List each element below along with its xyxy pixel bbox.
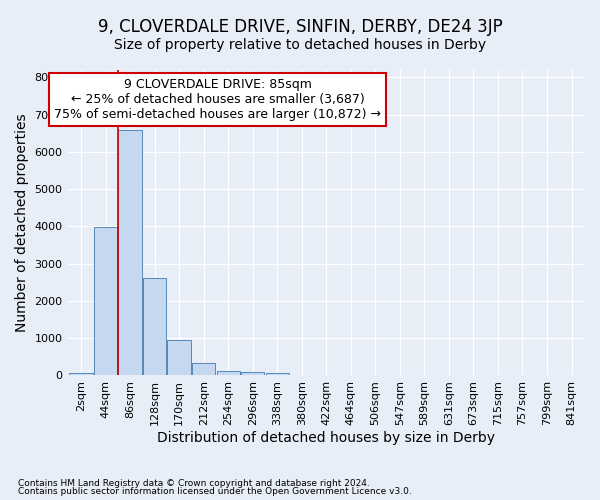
Bar (143, 278, 166, 376)
Text: 9, CLOVERDALE DRIVE, SINFIN, DERBY, DE24 3JP: 9, CLOVERDALE DRIVE, SINFIN, DERBY, DE24… (98, 18, 502, 36)
Text: Contains HM Land Registry data © Crown copyright and database right 2024.: Contains HM Land Registry data © Crown c… (18, 478, 370, 488)
Bar (192, 364, 215, 376)
Y-axis label: Number of detached properties: Number of detached properties (15, 114, 29, 332)
Bar (118, 130, 142, 376)
Text: 9 CLOVERDALE DRIVE: 85sqm
← 25% of detached houses are smaller (3,687)
75% of se: 9 CLOVERDALE DRIVE: 85sqm ← 25% of detac… (54, 78, 381, 120)
Bar (167, 340, 191, 376)
Bar (217, 370, 240, 376)
X-axis label: Distribution of detached houses by size in Derby: Distribution of detached houses by size … (157, 431, 495, 445)
Bar (70, 374, 92, 376)
Bar (266, 374, 289, 376)
Text: Contains public sector information licensed under the Open Government Licence v3: Contains public sector information licen… (18, 487, 412, 496)
Text: Size of property relative to detached houses in Derby: Size of property relative to detached ho… (114, 38, 486, 52)
Bar (94, 227, 117, 376)
Bar (290, 374, 313, 376)
Bar (241, 372, 265, 376)
